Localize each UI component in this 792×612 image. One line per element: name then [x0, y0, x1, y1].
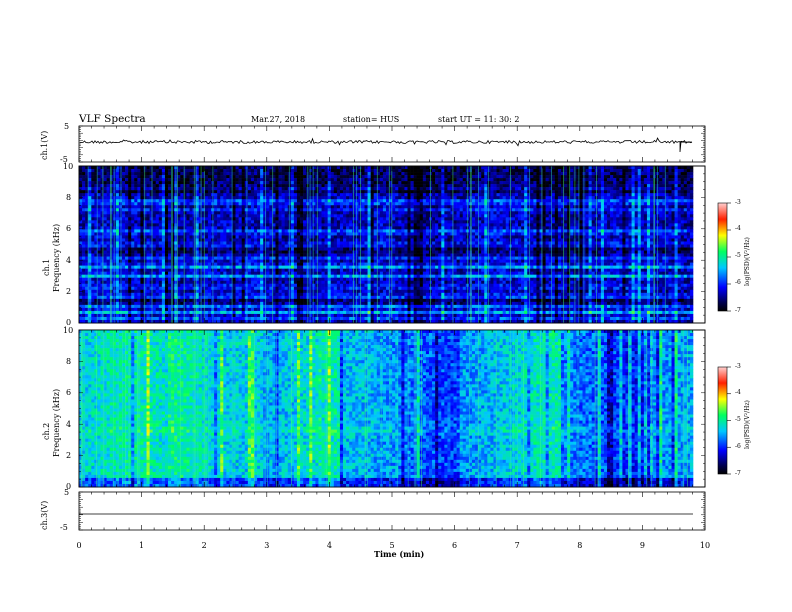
- spec2-ytick-8: 8: [66, 357, 71, 366]
- cb1-tick-m7: -7: [735, 307, 741, 314]
- spec1-ytick-0: 0: [66, 318, 71, 327]
- ch1-waveform-panel: [78, 125, 706, 163]
- spec1-ytick-8: 8: [66, 193, 71, 202]
- ch3-ytick-bottom: -5: [60, 523, 68, 532]
- cb2-tick-m7: -7: [735, 470, 741, 477]
- ch1-spectrogram-image: [79, 166, 694, 324]
- station-label: station= HUS: [343, 115, 399, 124]
- ch1-colorbar: [717, 202, 731, 312]
- cb2-tick-m3: -3: [735, 363, 741, 370]
- ch1-ytick-top: 5: [64, 122, 69, 131]
- spec2-ylabel-channel: ch.2: [42, 423, 51, 440]
- spec2-ytick-2: 2: [66, 451, 71, 460]
- ch1-waveform-ticks: [78, 125, 706, 163]
- x-axis-label: Time (min): [374, 549, 424, 559]
- x-tick-label: 0: [76, 541, 81, 550]
- ch2-colorbar: [717, 366, 731, 475]
- ch1-ytick-bottom: -5: [60, 155, 68, 164]
- ch3-waveform-frame: [78, 491, 706, 531]
- spec1-ylabel-frequency: Frequency (kHz): [52, 224, 61, 292]
- spec2-ylabel-frequency: Frequency (kHz): [52, 389, 61, 457]
- spec1-ylabel-channel: ch.1: [42, 259, 51, 276]
- cb2-label: log(PSD)(V²/Hz): [744, 400, 751, 449]
- cb1-tick-m3: -3: [735, 199, 741, 206]
- x-tick-label: 10: [700, 541, 710, 550]
- chart-title: VLF Spectra: [79, 113, 146, 125]
- spec2-ytick-0: 0: [66, 482, 71, 491]
- cb1-tick-m4: -4: [735, 225, 741, 232]
- spec1-ytick-6: 6: [66, 224, 71, 233]
- x-tick-label: 1: [139, 541, 144, 550]
- spec1-ytick-2: 2: [66, 287, 71, 296]
- ch1-ylabel: ch.1(V): [40, 131, 49, 160]
- x-tick-label: 5: [389, 541, 394, 550]
- spec2-ytick-6: 6: [66, 388, 71, 397]
- ch3-ylabel: ch.3(V): [40, 501, 49, 530]
- x-tick-label: 2: [202, 541, 207, 550]
- ch1-waveform-frame: [78, 125, 706, 163]
- ch2-spectrogram-ticks: [78, 329, 706, 488]
- ch1-waveform-trace: [79, 137, 693, 153]
- spec2-ytick-10: 10: [63, 326, 73, 335]
- cb2-tick-m6: -6: [735, 443, 741, 450]
- x-tick-label: 4: [327, 541, 332, 550]
- cb1-tick-m5: -5: [735, 252, 741, 259]
- cb1-label: log(PSD)(V²/Hz): [744, 237, 751, 286]
- ch2-spectrogram-image: [79, 330, 694, 488]
- cb2-tick-m4: -4: [735, 389, 741, 396]
- x-tick-label: 9: [640, 541, 645, 550]
- x-tick-label: 6: [452, 541, 457, 550]
- start-time-label: start UT = 11: 30: 2: [438, 115, 519, 124]
- ch3-waveform-ticks: [78, 491, 706, 531]
- ch1-spectrogram-ticks: [78, 165, 706, 324]
- x-axis-tick-labels: 0 1 2 3 4 5 6 7 8 9 10: [76, 541, 710, 550]
- ch3-waveform-panel: [78, 491, 706, 531]
- ch1-spectrogram-panel: [78, 165, 706, 324]
- ch2-spectrogram-panel: [78, 329, 706, 488]
- spec1-ytick-10: 10: [63, 162, 73, 171]
- spec1-ytick-4: 4: [66, 256, 71, 265]
- x-tick-label: 3: [264, 541, 269, 550]
- ch3-ytick-top: 5: [64, 488, 69, 497]
- spec2-ytick-4: 4: [66, 420, 71, 429]
- x-tick-label: 8: [577, 541, 582, 550]
- cb1-tick-m6: -6: [735, 279, 741, 286]
- date-label: Mar.27, 2018: [251, 115, 305, 124]
- x-tick-label: 7: [515, 541, 520, 550]
- cb2-tick-m5: -5: [735, 416, 741, 423]
